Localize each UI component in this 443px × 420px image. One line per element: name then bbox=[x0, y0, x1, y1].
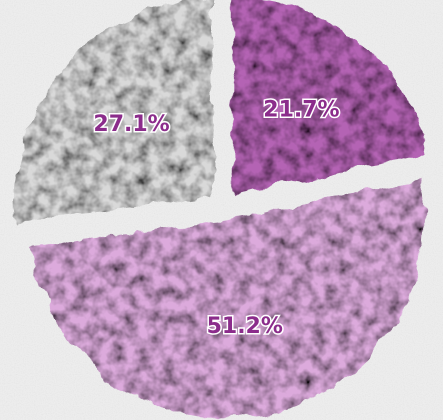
pie-slice bbox=[30, 179, 425, 418]
pie-slice bbox=[232, 0, 427, 196]
pie bbox=[15, 0, 427, 418]
data-label: 27.1% bbox=[93, 112, 169, 137]
pie-slice bbox=[15, 0, 214, 223]
labels: 21.7% 51.2% 27.1% bbox=[92, 96, 341, 341]
data-label: 21.7% bbox=[263, 98, 339, 123]
data-label: 51.2% bbox=[207, 314, 283, 339]
